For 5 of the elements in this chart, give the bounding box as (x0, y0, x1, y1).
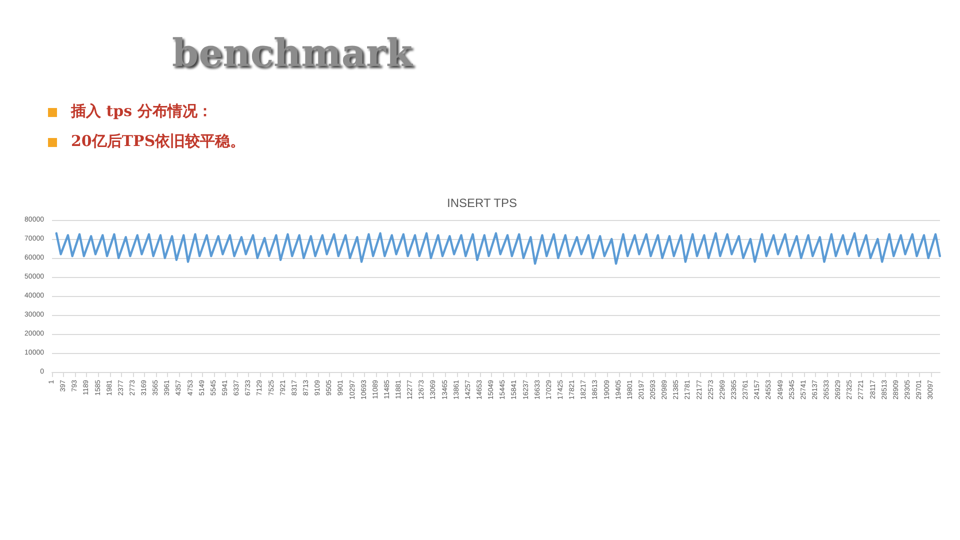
line-series (55, 232, 942, 265)
chart-title: INSERT TPS (446, 196, 518, 210)
text: 20亿后TPS依旧较平稳。 (70, 132, 246, 151)
text: 插入 tps 分布情况： (70, 102, 212, 121)
text: benchmark (172, 30, 412, 75)
